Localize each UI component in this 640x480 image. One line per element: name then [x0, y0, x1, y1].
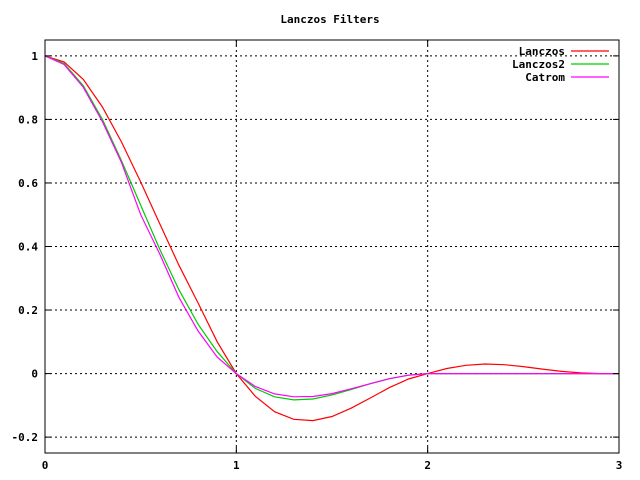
- x-tick-label: 3: [616, 459, 623, 472]
- legend-label-lanczos2: Lanczos2: [512, 58, 565, 71]
- chart-title: Lanczos Filters: [280, 13, 379, 26]
- legend-label-lanczos: Lanczos: [519, 45, 565, 58]
- axis-ticks: -0.2 0 0.2 0.4 0.6 0.8 1 0 1 2 3: [12, 40, 623, 472]
- x-tick-label: 0: [42, 459, 49, 472]
- y-tick-label: 0: [31, 368, 38, 381]
- y-tick-label: -0.2: [12, 431, 39, 444]
- series-lines: [44, 55, 619, 422]
- x-tick-label: 1: [233, 459, 240, 472]
- y-tick-label: 1: [31, 50, 38, 63]
- y-tick-label: 0.4: [18, 241, 38, 254]
- grid: [44, 40, 620, 453]
- series-line-catrom: [44, 55, 619, 398]
- series-line-lanczos2: [44, 55, 619, 401]
- y-tick-label: 0.2: [18, 304, 38, 317]
- x-tick-label: 2: [424, 459, 431, 472]
- series-line-lanczos: [44, 55, 619, 422]
- y-tick-label: 0.6: [18, 177, 38, 190]
- legend-label-catrom: Catrom: [525, 71, 565, 84]
- y-tick-label: 0.8: [18, 113, 38, 126]
